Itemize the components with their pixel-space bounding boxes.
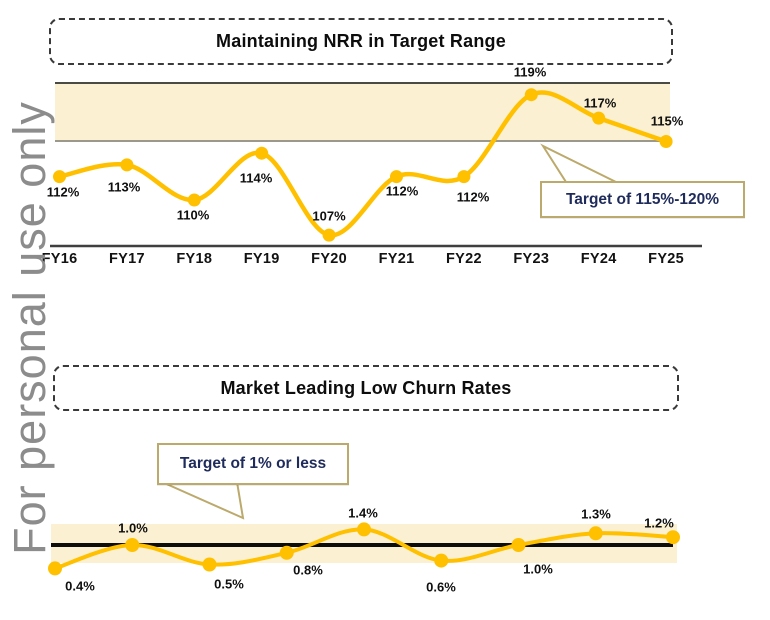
- nrr-chart-title: Maintaining NRR in Target Range: [216, 31, 506, 51]
- churn-data-point: [666, 530, 680, 545]
- nrr-data-point: [53, 170, 66, 184]
- nrr-target-callout: Target of 115%-120%: [540, 181, 745, 218]
- churn-target-callout: Target of 1% or less: [157, 443, 349, 485]
- churn-data-point: [434, 553, 449, 568]
- nrr-data-point: [322, 228, 336, 242]
- nrr-axis-label: FY19: [243, 251, 280, 267]
- churn-data-point: [48, 561, 62, 576]
- nrr-target-band: [55, 83, 670, 141]
- nrr-axis-label: FY25: [648, 251, 685, 267]
- nrr-axis-label: FY24: [580, 251, 617, 267]
- nrr-value-label: 113%: [107, 179, 141, 195]
- nrr-value-label: 117%: [583, 95, 617, 111]
- nrr-value-label: 112%: [46, 184, 80, 200]
- churn-data-point: [357, 522, 371, 537]
- nrr-chart-title-box: Maintaining NRR in Target Range: [49, 18, 673, 65]
- nrr-data-point: [592, 111, 606, 125]
- nrr-axis-label: FY18: [176, 251, 213, 267]
- watermark-text: For personal use only: [4, 101, 55, 555]
- churn-data-point: [279, 545, 294, 560]
- churn-chart-title: Market Leading Low Churn Rates: [220, 377, 512, 398]
- churn-callout-pointer: [161, 481, 245, 520]
- churn-value-label: 0.4%: [65, 578, 95, 594]
- nrr-data-point: [120, 158, 134, 172]
- nrr-data-point: [524, 88, 538, 102]
- churn-value-label: 1.3%: [581, 506, 611, 522]
- nrr-axis-label: FY21: [378, 251, 415, 267]
- nrr-data-point: [457, 170, 471, 184]
- nrr-value-label: 114%: [239, 170, 273, 186]
- churn-value-label: 0.8%: [293, 562, 323, 578]
- churn-data-point: [125, 538, 140, 552]
- nrr-axis-label: FY16: [41, 251, 78, 267]
- nrr-data-point: [390, 170, 403, 184]
- nrr-value-label: 112%: [385, 183, 419, 199]
- nrr-value-label: 110%: [176, 207, 210, 223]
- nrr-value-label: 107%: [312, 208, 346, 224]
- churn-value-label: 1.0%: [118, 520, 148, 536]
- churn-data-point: [511, 538, 526, 552]
- series-curves-layer: [48, 88, 680, 576]
- churn-value-label: 1.4%: [348, 505, 378, 521]
- nrr-axis-label: FY23: [513, 251, 550, 267]
- churn-data-point: [588, 526, 603, 541]
- nrr-trend-line: [57, 90, 669, 238]
- nrr-callout-pointer: [540, 143, 617, 183]
- nrr-value-label: 119%: [513, 64, 547, 80]
- churn-target-callout-text: Target of 1% or less: [179, 455, 327, 472]
- nrr-target-callout-text: Target of 115%-120%: [565, 190, 720, 208]
- nrr-value-label: 115%: [650, 113, 684, 129]
- churn-value-label: 1.0%: [523, 561, 553, 577]
- churn-value-label: 0.5%: [214, 576, 244, 592]
- nrr-axis-label: FY22: [445, 251, 482, 267]
- nrr-axis-label: FY17: [108, 251, 145, 267]
- churn-data-point: [202, 557, 217, 572]
- churn-value-label: 1.2%: [644, 515, 674, 531]
- nrr-value-label: 112%: [456, 189, 490, 205]
- nrr-data-point: [255, 146, 269, 160]
- nrr-data-point: [659, 135, 673, 148]
- nrr-data-point: [187, 193, 201, 207]
- churn-chart-title-box: Market Leading Low Churn Rates: [53, 365, 679, 411]
- nrr-axis-label: FY20: [311, 251, 348, 267]
- churn-value-label: 0.6%: [426, 579, 456, 595]
